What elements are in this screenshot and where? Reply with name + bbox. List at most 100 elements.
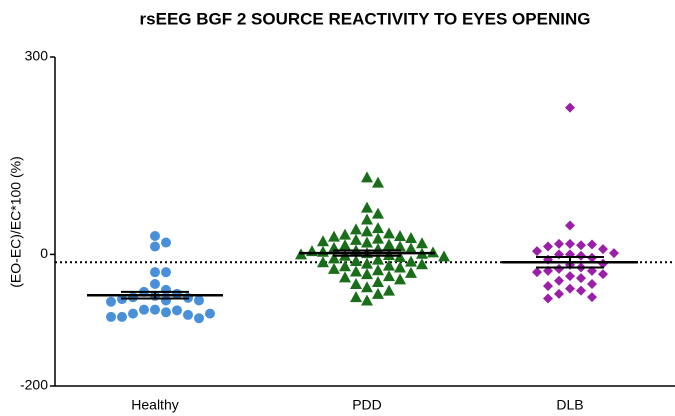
data-point xyxy=(317,235,329,247)
data-point xyxy=(372,176,384,188)
data-point xyxy=(543,241,553,252)
data-point xyxy=(161,307,171,318)
data-point xyxy=(150,241,160,252)
data-point xyxy=(361,268,373,280)
data-point xyxy=(532,267,542,278)
data-point xyxy=(150,267,160,278)
data-point xyxy=(598,244,608,255)
x-tick-label: DLB xyxy=(556,397,583,413)
data-point xyxy=(394,273,406,285)
data-point xyxy=(150,279,160,290)
data-point xyxy=(565,238,575,249)
data-point xyxy=(565,220,575,231)
data-point xyxy=(554,263,564,274)
data-point xyxy=(361,236,373,248)
data-point xyxy=(350,278,362,290)
x-tick-label: Healthy xyxy=(131,397,178,413)
data-point xyxy=(372,232,384,244)
data-point xyxy=(361,257,373,269)
data-point xyxy=(532,246,542,257)
data-point xyxy=(328,252,340,264)
y-tick-label: -200 xyxy=(20,377,48,393)
data-point xyxy=(339,239,351,251)
data-point xyxy=(383,270,395,282)
x-tick-label: PDD xyxy=(352,397,382,413)
data-point xyxy=(361,171,373,183)
data-point xyxy=(394,240,406,252)
data-point xyxy=(383,259,395,271)
y-tick-label: 300 xyxy=(25,48,49,64)
data-point xyxy=(587,279,597,290)
data-point xyxy=(306,245,318,257)
data-point xyxy=(194,295,204,306)
data-point xyxy=(350,265,362,277)
data-point xyxy=(372,287,384,299)
data-point xyxy=(554,238,564,249)
data-point xyxy=(150,230,160,241)
data-point xyxy=(328,230,340,242)
data-point xyxy=(383,238,395,250)
data-point xyxy=(128,308,138,319)
data-point xyxy=(383,284,395,296)
data-point xyxy=(565,283,575,294)
data-point xyxy=(350,254,362,266)
data-point xyxy=(172,288,182,299)
data-point xyxy=(361,225,373,237)
data-point xyxy=(372,207,384,219)
chart-title: rsEEG BGF 2 SOURCE REACTIVITY TO EYES OP… xyxy=(140,9,591,28)
data-point xyxy=(339,260,351,272)
data-point xyxy=(598,269,608,280)
data-point xyxy=(394,229,406,241)
data-point xyxy=(339,271,351,283)
data-point xyxy=(372,276,384,288)
data-point xyxy=(128,292,138,303)
data-point xyxy=(576,273,586,284)
data-point xyxy=(587,239,597,250)
data-point xyxy=(183,309,193,320)
data-point xyxy=(150,304,160,315)
data-point xyxy=(609,248,619,259)
data-point xyxy=(587,292,597,303)
data-point xyxy=(339,228,351,240)
data-point xyxy=(194,313,204,324)
data-point xyxy=(554,288,564,299)
y-tick-label: 0 xyxy=(40,245,48,261)
data-point xyxy=(576,250,586,261)
data-point xyxy=(405,231,417,243)
data-point xyxy=(361,201,373,213)
data-point xyxy=(543,280,553,291)
data-point xyxy=(405,255,417,267)
data-point xyxy=(139,304,149,315)
data-point xyxy=(405,242,417,254)
data-point xyxy=(394,261,406,273)
data-point xyxy=(350,223,362,235)
data-point xyxy=(438,250,450,262)
data-point xyxy=(161,295,171,306)
data-point xyxy=(350,233,362,245)
data-point xyxy=(372,264,384,276)
data-point xyxy=(576,240,586,251)
data-point xyxy=(205,308,215,319)
data-point xyxy=(372,253,384,265)
data-point xyxy=(317,256,329,268)
data-point xyxy=(543,293,553,304)
data-point xyxy=(361,281,373,293)
data-point xyxy=(565,271,575,282)
y-axis-label: (EO-EC)/EC*100 (%) xyxy=(8,156,24,287)
data-point xyxy=(328,262,340,274)
data-point xyxy=(317,245,329,257)
data-point xyxy=(106,296,116,307)
data-point xyxy=(383,249,395,261)
data-point xyxy=(405,266,417,278)
data-point xyxy=(172,305,182,316)
data-point xyxy=(565,102,575,113)
data-point xyxy=(416,237,428,249)
data-point xyxy=(372,222,384,234)
data-point xyxy=(554,275,564,286)
data-point xyxy=(383,227,395,239)
data-point xyxy=(161,237,171,248)
data-point xyxy=(361,213,373,225)
data-point xyxy=(350,291,362,303)
